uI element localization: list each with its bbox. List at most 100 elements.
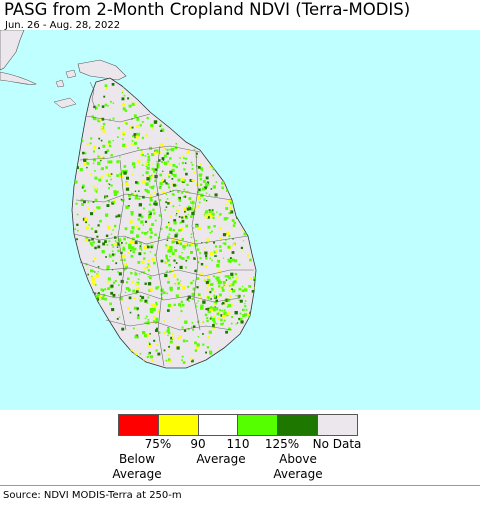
ndvi-pixel [148,211,152,216]
ndvi-pixel [218,285,221,288]
ndvi-pixel [202,343,205,346]
ndvi-pixel [189,72,192,75]
ndvi-pixel [257,116,260,119]
ndvi-pixel [218,347,220,349]
ndvi-pixel [228,199,231,203]
ndvi-pixel [191,179,194,181]
ndvi-pixel [144,317,147,320]
ndvi-pixel [187,115,190,118]
ndvi-pixel [222,322,224,325]
ndvi-pixel [223,309,226,311]
ndvi-pixel [229,206,233,210]
ndvi-pixel [145,165,148,167]
ndvi-pixel [206,85,209,89]
ndvi-pixel [162,170,164,172]
ndvi-pixel [225,239,227,241]
ndvi-pixel [173,259,176,262]
legend-swatch-75-90 [158,415,199,435]
ndvi-pixel [233,280,237,284]
ndvi-pixel [182,304,185,307]
ndvi-pixel [213,321,216,324]
ndvi-pixel [220,322,223,326]
ndvi-pixel [156,193,159,196]
ndvi-pixel [75,323,78,326]
ndvi-pixel [146,117,149,120]
ndvi-pixel [222,242,225,245]
ndvi-pixel [204,251,208,255]
ndvi-pixel [137,160,141,164]
ndvi-pixel [172,210,174,212]
ndvi-pixel [91,115,94,118]
ndvi-pixel [238,263,241,266]
ndvi-pixel [181,161,185,165]
ndvi-pixel [78,98,81,101]
ndvi-pixel [186,340,189,342]
ndvi-pixel [200,167,203,171]
ndvi-pixel [146,177,150,181]
ndvi-pixel [96,206,99,209]
ndvi-pixel [237,168,240,170]
ndvi-pixel [155,114,158,117]
ndvi-pixel [242,308,245,312]
ndvi-pixel [194,294,197,296]
ndvi-pixel [139,241,142,244]
ndvi-pixel [164,148,167,150]
ndvi-pixel [186,183,189,186]
ndvi-pixel [242,350,245,353]
ndvi-pixel [174,146,178,150]
ndvi-pixel [208,209,211,211]
ndvi-pixel [92,282,95,285]
ndvi-pixel [190,215,193,218]
ndvi-pixel [185,216,188,220]
ndvi-pixel [198,188,201,192]
ndvi-pixel [168,263,171,267]
legend-tick-125: 125% [264,437,300,451]
ndvi-pixel [197,293,201,296]
ndvi-pixel [104,84,108,87]
ndvi-pixel [130,211,134,215]
ndvi-pixel [215,307,219,311]
ndvi-pixel [153,202,156,206]
ndvi-pixel [210,209,214,213]
ndvi-pixel [104,197,106,199]
ndvi-pixel [212,216,215,219]
ndvi-pixel [154,253,157,256]
ndvi-pixel [122,107,126,111]
ndvi-pixel [143,232,147,235]
ndvi-pixel [202,321,205,323]
ndvi-pixel [209,252,213,256]
ndvi-pixel [97,292,100,295]
ndvi-pixel [258,304,260,306]
ndvi-pixel [147,319,150,321]
ndvi-pixel [141,164,144,166]
ndvi-pixel [230,272,234,276]
ndvi-pixel [186,206,188,208]
ndvi-pixel [200,173,203,176]
ndvi-pixel [216,118,220,122]
ndvi-pixel [117,238,122,242]
ndvi-pixel [86,143,89,146]
ndvi-pixel [225,330,228,334]
ndvi-pixel [173,303,176,306]
ndvi-pixel [191,292,195,297]
ndvi-pixel [205,176,209,180]
legend-swatch-no-data [318,415,357,435]
ndvi-pixel [231,227,233,229]
ndvi-pixel [247,313,251,316]
ndvi-pixel [104,103,108,107]
ndvi-pixel [105,234,109,237]
ndvi-pixel [135,135,139,139]
ndvi-pixel [155,317,159,321]
ndvi-pixel [144,282,147,285]
ndvi-pixel [108,140,111,144]
ndvi-pixel [196,182,199,186]
ndvi-pixel [168,347,170,350]
ndvi-pixel [121,242,123,244]
ndvi-pixel [197,166,201,169]
ndvi-pixel [124,145,127,148]
ndvi-pixel [171,332,174,335]
ndvi-pixel [72,317,74,320]
ndvi-pixel [240,352,243,355]
ndvi-pixel [147,269,150,272]
date-range: Jun. 26 - Aug. 28, 2022 [5,20,121,31]
